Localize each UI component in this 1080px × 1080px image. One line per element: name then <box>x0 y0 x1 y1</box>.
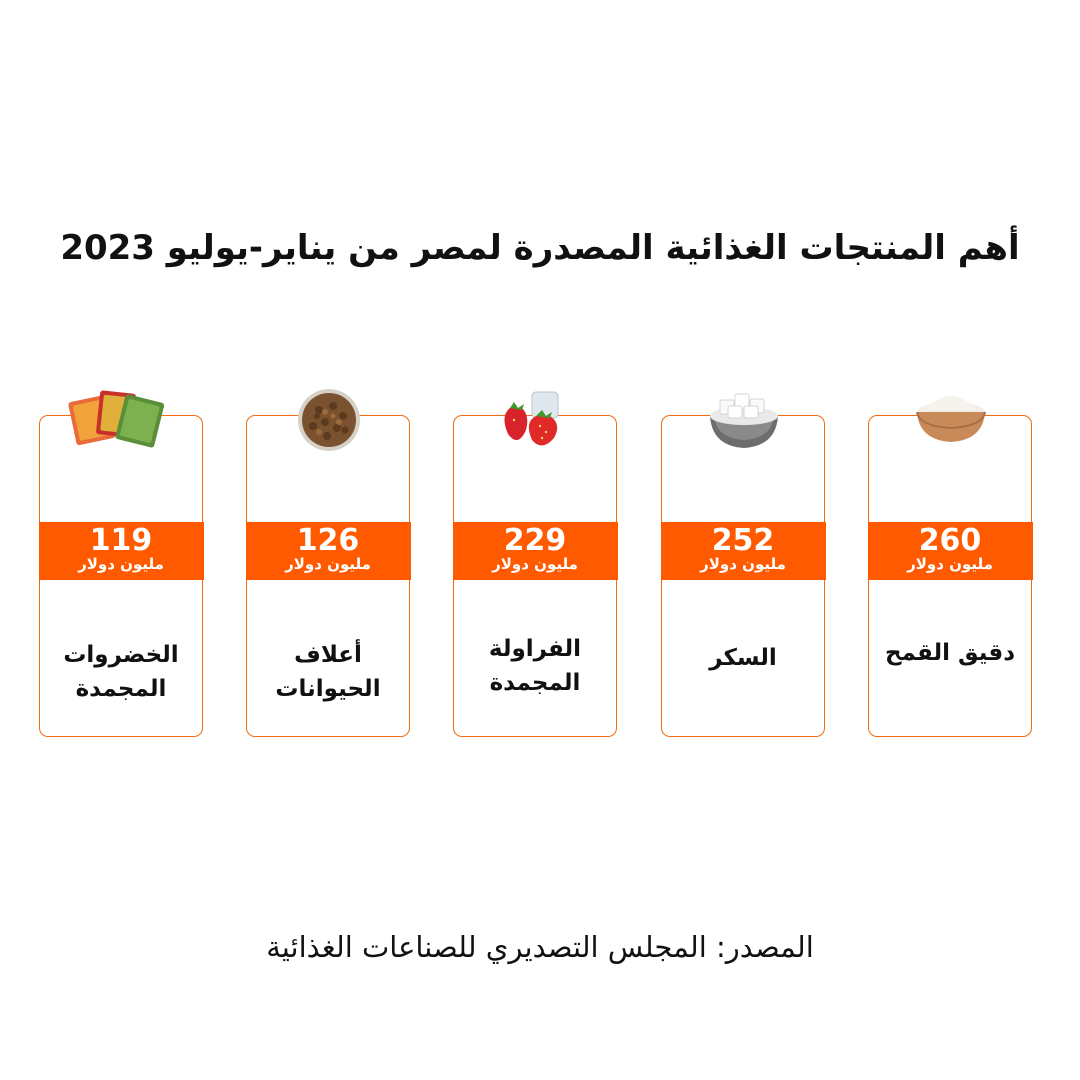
sugar-bowl-icon <box>710 393 778 448</box>
source-note: المصدر: المجلس التصديري للصناعات الغذائي… <box>266 930 814 964</box>
product-name: الفراولة المجمدة <box>488 636 582 696</box>
animal-feed-icon <box>298 389 360 451</box>
value-label: 126 <box>296 523 360 558</box>
value-band: 252 مليون دولار <box>660 522 826 580</box>
card-animal-feed: 126 مليون دولار أعلاف الحيوانات <box>245 389 411 737</box>
card-sugar: 252 مليون دولار السكر <box>660 393 826 737</box>
value-label: 119 <box>89 523 153 558</box>
unit-label: مليون دولار <box>78 555 164 573</box>
value-band: 119 مليون دولار <box>38 522 204 580</box>
strawberry-icon <box>504 391 559 446</box>
page-title: أهم المنتجات الغذائية المصدرة لمصر من ين… <box>60 228 1020 268</box>
product-name: دقيق القمح <box>884 640 1016 666</box>
card-frozen-vegetables: 119 مليون دولار الخضروات المجمدة <box>38 390 204 737</box>
unit-label: مليون دولار <box>492 555 578 573</box>
value-band: 126 مليون دولار <box>245 522 411 580</box>
unit-label: مليون دولار <box>907 555 993 573</box>
product-name: أعلاف الحيوانات <box>275 642 381 702</box>
product-name: السكر <box>709 645 777 671</box>
value-label: 260 <box>918 523 982 558</box>
card-frozen-strawberry: 229 مليون دولار الفراولة المجمدة <box>452 391 618 737</box>
value-label: 229 <box>503 523 567 558</box>
flour-bowl-icon <box>916 396 986 442</box>
frozen-vegetables-icon <box>68 390 165 448</box>
product-name: الخضروات المجمدة <box>63 642 179 702</box>
unit-label: مليون دولار <box>285 555 371 573</box>
value-label: 252 <box>711 523 775 558</box>
card-wheat-flour: 260 مليون دولار دقيق القمح <box>867 396 1033 737</box>
unit-label: مليون دولار <box>700 555 786 573</box>
value-band: 229 مليون دولار <box>452 522 618 580</box>
value-band: 260 مليون دولار <box>867 522 1033 580</box>
